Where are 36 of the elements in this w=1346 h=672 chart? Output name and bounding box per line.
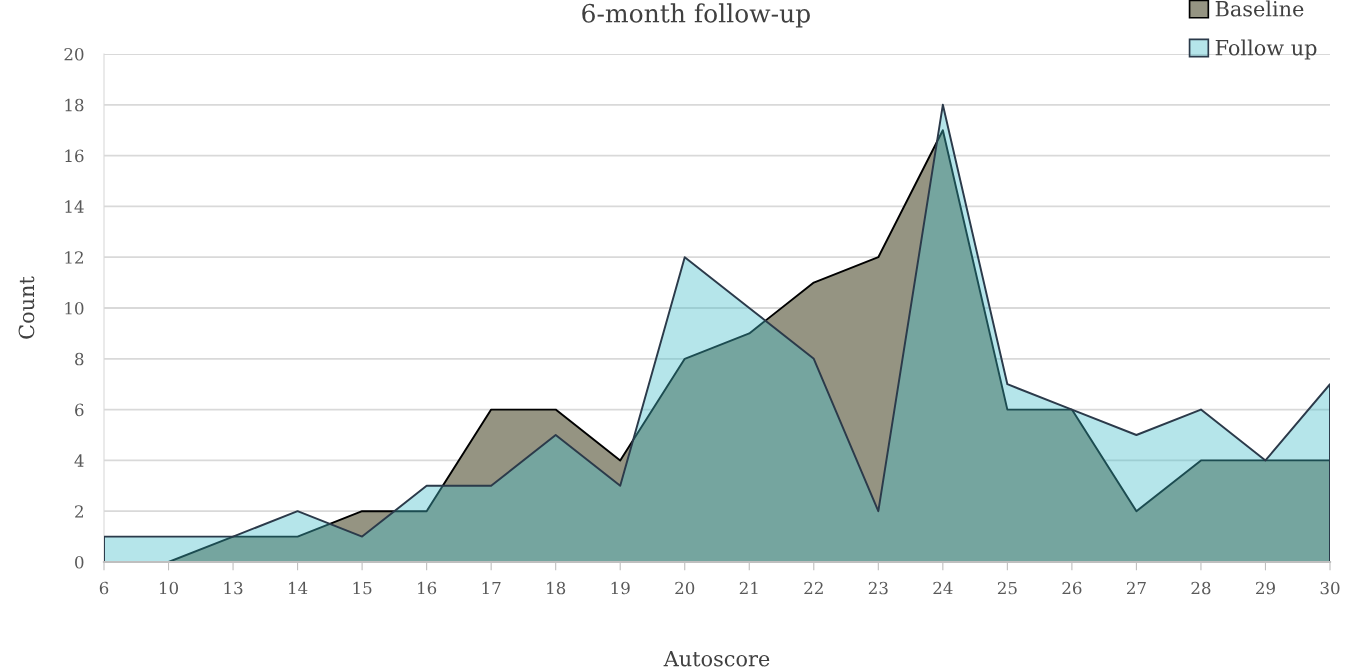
x-tick-label: 17 [482,581,501,595]
x-tick-label: 20 [675,581,695,595]
legend-label: Follow up [1215,39,1317,60]
y-tick-label: 4 [74,454,84,467]
y-tick-label: 8 [75,352,84,366]
x-tick-label: 25 [997,581,1017,595]
x-tick-label: 27 [1126,581,1146,595]
y-tick-label: 20 [64,47,84,61]
y-tick-label: 16 [65,149,84,163]
y-tick-label: 2 [75,505,83,518]
legend-label: Baseline [1215,0,1304,17]
y-axis-title: Count [18,276,35,339]
x-tick-label: 21 [739,581,758,595]
x-tick-label: 13 [224,581,243,595]
x-axis-title: Autoscore [663,650,770,667]
x-tick-label: 18 [547,581,566,595]
x-tick-label: 22 [804,581,823,595]
y-tick-label: 14 [65,200,84,213]
x-tick-label: 15 [353,581,372,595]
x-tick-label: 30 [1320,581,1340,595]
chart-title: 6-month follow-up [582,3,810,28]
x-tick-label: 14 [289,581,308,595]
y-tick-label: 10 [65,301,84,315]
y-tick-label: 6 [75,403,84,417]
x-tick-label: 6 [99,581,109,595]
x-tick-label: 16 [418,581,437,595]
x-tick-label: 28 [1191,581,1211,595]
x-tick-label: 23 [868,581,888,595]
y-tick-label: 12 [65,251,83,264]
x-tick-label: 29 [1256,581,1275,595]
x-tick-label: 10 [159,581,179,595]
x-tick-label: 26 [1062,581,1082,595]
y-tick-label: 18 [65,98,84,112]
x-tick-label: 19 [611,581,630,595]
x-tick-label: 24 [933,581,953,595]
y-tick-label: 0 [75,555,84,569]
